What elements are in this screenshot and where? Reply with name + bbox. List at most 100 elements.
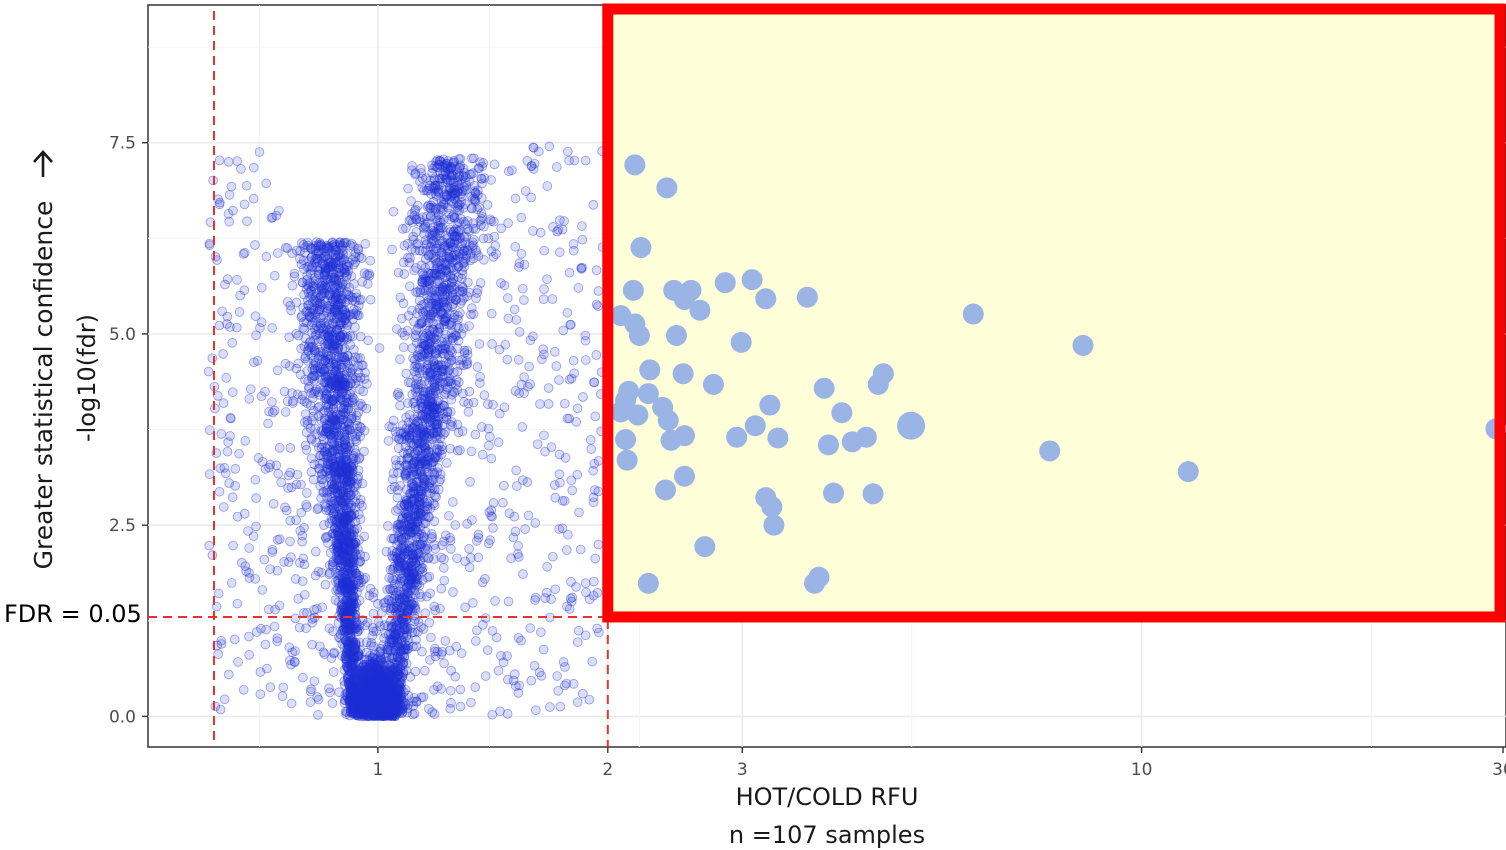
- data-point: [342, 476, 352, 487]
- data-point: [340, 309, 350, 320]
- data-point: [416, 318, 426, 329]
- data-point: [337, 509, 347, 520]
- data-point: [345, 340, 355, 350]
- data-point: [320, 275, 330, 286]
- data-point: [436, 156, 446, 167]
- data-point: [547, 294, 558, 304]
- data-point: [390, 426, 401, 437]
- data-point: [407, 423, 418, 433]
- data-point: [343, 266, 354, 276]
- data-point: [428, 230, 439, 240]
- data-point: [339, 515, 349, 525]
- data-point: [327, 411, 338, 422]
- data-point: [401, 495, 412, 506]
- data-point: [511, 315, 522, 325]
- data-point: [298, 255, 309, 266]
- data-point: [306, 341, 317, 352]
- data-point: [316, 291, 326, 302]
- data-point: [328, 415, 339, 426]
- data-point: [329, 369, 339, 380]
- data-point: [316, 426, 326, 436]
- data-point: [312, 363, 323, 373]
- data-point: [353, 579, 364, 589]
- data-point: [343, 473, 353, 483]
- data-point: [331, 538, 341, 548]
- data-point: [322, 531, 333, 542]
- data-point: [354, 426, 364, 437]
- data-point: [320, 502, 331, 512]
- data-point: [320, 264, 331, 274]
- data-point: [344, 694, 355, 704]
- data-point: [330, 418, 340, 429]
- data-point: [332, 419, 342, 430]
- data-point: [331, 392, 341, 403]
- data-point: [433, 395, 444, 406]
- data-point: [340, 267, 350, 278]
- data-point: [338, 525, 348, 536]
- data-point: [345, 563, 355, 573]
- data-point: [346, 636, 357, 646]
- data-point: [339, 500, 350, 511]
- data-point: [251, 521, 261, 532]
- data-point: [339, 238, 349, 249]
- data-point: [333, 575, 343, 586]
- data-point: [351, 490, 361, 501]
- data-point: [343, 641, 354, 651]
- data-point: [320, 356, 331, 366]
- data-point: [213, 649, 223, 659]
- data-point: [344, 508, 354, 518]
- data-point: [525, 623, 536, 633]
- data-point: [344, 530, 355, 541]
- data-point: [345, 620, 356, 630]
- data-point: [425, 269, 436, 279]
- data-point: [325, 289, 336, 300]
- data-point: [333, 531, 344, 542]
- data-point: [345, 542, 355, 552]
- data-point: [311, 437, 322, 448]
- data-point: [343, 519, 354, 529]
- data-point: [337, 585, 347, 595]
- data-point: [338, 249, 348, 259]
- data-point: [342, 638, 353, 649]
- data-point: [337, 579, 348, 590]
- data-point: [324, 382, 334, 393]
- data-point: [335, 317, 345, 328]
- data-point: [342, 416, 353, 427]
- data-point: [336, 332, 346, 343]
- data-point: [354, 454, 364, 464]
- data-point: [422, 370, 433, 380]
- data-point: [305, 307, 315, 317]
- data-point: [307, 328, 317, 338]
- data-point: [278, 682, 289, 693]
- data-point: [306, 261, 317, 272]
- data-point: [341, 444, 351, 455]
- data-point: [343, 502, 354, 513]
- data-point: [345, 309, 356, 320]
- data-point: [423, 297, 434, 308]
- data-point: [354, 295, 365, 306]
- data-point: [326, 378, 337, 389]
- data-point: [338, 312, 348, 323]
- data-point: [591, 350, 602, 360]
- data-point: [331, 293, 341, 303]
- data-point: [337, 605, 348, 616]
- data-point: [321, 306, 332, 317]
- data-point: [342, 381, 353, 392]
- data-point: [404, 281, 415, 292]
- data-point: [319, 446, 330, 457]
- data-point: [317, 322, 328, 333]
- data-point: [343, 476, 354, 486]
- data-point: [339, 633, 350, 644]
- data-point: [346, 646, 357, 656]
- data-point: [365, 255, 376, 266]
- data-point: [321, 372, 331, 382]
- data-point: [346, 461, 356, 471]
- data-point: [313, 387, 323, 397]
- data-point: [341, 442, 352, 453]
- data-point: [354, 452, 365, 463]
- data-point: [348, 537, 359, 548]
- data-point: [334, 491, 344, 501]
- data-point: [352, 474, 363, 484]
- data-point: [335, 393, 346, 403]
